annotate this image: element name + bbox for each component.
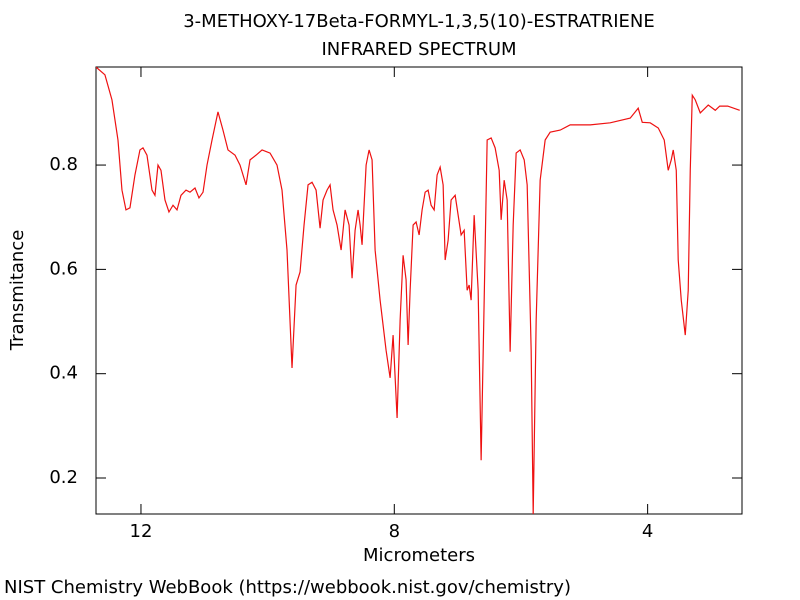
chart-subtitle: INFRARED SPECTRUM [321, 39, 516, 60]
y-tick-label: 0.4 [49, 363, 78, 384]
x-tick-label: 12 [130, 521, 153, 542]
y-axis-label: Transmitance [7, 230, 28, 352]
plot-frame [95, 66, 743, 515]
x-tick-label: 8 [389, 521, 400, 542]
y-tick-label: 0.6 [49, 258, 78, 279]
source-note: NIST Chemistry WebBook (https://webbook.… [4, 577, 571, 598]
y-tick-label: 0.2 [49, 467, 78, 488]
spectrum-line [96, 67, 740, 514]
chart-title: 3-METHOXY-17Beta-FORMYL-1,3,5(10)-ESTRAT… [183, 11, 655, 32]
x-tick-label: 4 [642, 521, 653, 542]
y-tick-label: 0.8 [49, 154, 78, 175]
x-axis-label: Micrometers [363, 545, 475, 566]
